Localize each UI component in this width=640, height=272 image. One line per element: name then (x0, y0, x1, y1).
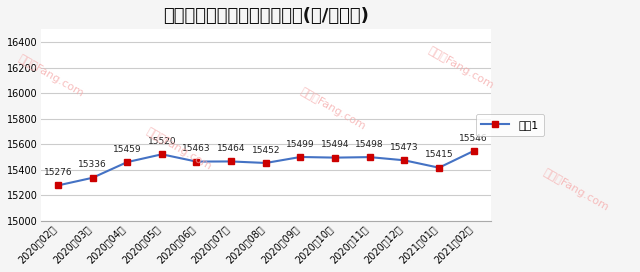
系列1 (54, 184, 61, 187)
Text: 15276: 15276 (44, 168, 72, 177)
Text: 15498: 15498 (355, 140, 384, 149)
系列1 (435, 166, 443, 169)
Text: 15520: 15520 (148, 137, 176, 146)
Text: 房天下Fang.com: 房天下Fang.com (426, 45, 495, 91)
系列1 (227, 160, 235, 163)
Text: 房天下Fang.com: 房天下Fang.com (145, 127, 214, 172)
Title: 石家庄二手住宅挂牌均价走势(元/平方米): 石家庄二手住宅挂牌均价走势(元/平方米) (163, 7, 369, 25)
Text: 15452: 15452 (252, 146, 280, 155)
Text: 15473: 15473 (390, 143, 419, 152)
Line: 系列1: 系列1 (54, 147, 477, 189)
系列1 (470, 149, 477, 153)
系列1 (401, 159, 408, 162)
Text: 房天下Fang.com: 房天下Fang.com (298, 86, 367, 132)
Text: 房天下Fang.com: 房天下Fang.com (541, 168, 611, 213)
Text: 15546: 15546 (460, 134, 488, 143)
系列1 (296, 155, 304, 159)
Text: 15494: 15494 (321, 140, 349, 149)
系列1 (332, 156, 339, 159)
Text: 15336: 15336 (78, 160, 107, 169)
Text: 15459: 15459 (113, 145, 141, 154)
系列1 (89, 176, 97, 180)
Text: 15499: 15499 (286, 140, 315, 149)
系列1 (193, 160, 200, 163)
系列1 (124, 160, 131, 164)
系列1 (262, 161, 269, 165)
系列1 (366, 156, 374, 159)
Text: 房天下Fang.com: 房天下Fang.com (17, 53, 86, 99)
Text: 15415: 15415 (425, 150, 453, 159)
Text: 15464: 15464 (217, 144, 245, 153)
Legend: 系列1: 系列1 (476, 114, 544, 136)
Text: 15463: 15463 (182, 144, 211, 153)
系列1 (158, 153, 166, 156)
